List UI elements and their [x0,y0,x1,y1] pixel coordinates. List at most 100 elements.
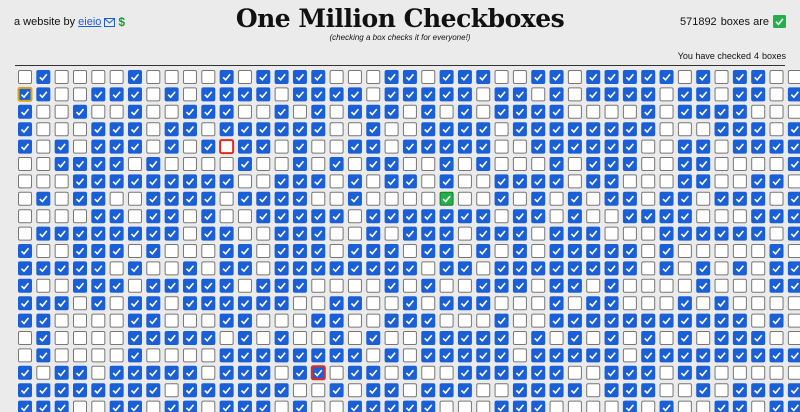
checkbox[interactable] [366,278,381,293]
checkbox[interactable] [292,313,307,328]
checkbox[interactable] [732,70,747,84]
checkbox[interactable] [256,122,271,137]
checkbox[interactable] [604,104,619,119]
checkbox[interactable] [714,296,729,311]
checkbox[interactable] [677,296,692,311]
checkbox[interactable] [421,70,436,84]
checkbox[interactable] [494,296,509,311]
checkbox[interactable] [164,331,179,345]
checkbox[interactable] [512,104,527,119]
checkbox[interactable] [219,209,234,224]
checkbox[interactable] [201,365,216,380]
checkbox[interactable] [182,296,197,311]
checkbox[interactable] [237,365,252,380]
checkbox[interactable] [311,70,326,84]
checkbox[interactable] [696,261,711,276]
checkbox[interactable] [696,104,711,119]
checkbox[interactable] [604,313,619,328]
checkbox[interactable] [164,139,179,154]
checkbox[interactable] [659,87,674,102]
checkbox[interactable] [421,365,436,380]
checkbox[interactable] [494,104,509,119]
checkbox[interactable] [567,226,582,241]
checkbox[interactable] [18,70,32,84]
checkbox[interactable] [421,122,436,137]
checkbox[interactable] [677,365,692,380]
checkbox[interactable] [292,278,307,293]
checkbox[interactable] [677,348,692,363]
checkbox[interactable] [36,261,51,276]
checkbox[interactable] [292,226,307,241]
checkbox[interactable] [476,296,491,311]
checkbox[interactable] [127,87,142,102]
checkbox[interactable] [512,383,527,398]
checkbox[interactable] [219,139,235,155]
checkbox[interactable] [439,244,454,258]
checkbox[interactable] [127,104,142,119]
checkbox[interactable] [127,174,142,189]
checkbox[interactable] [201,104,216,119]
checkbox[interactable] [531,244,546,258]
checkbox[interactable] [549,70,564,84]
checkbox[interactable] [366,331,381,345]
checkbox[interactable] [567,383,582,398]
checkbox[interactable] [329,383,344,398]
checkbox[interactable] [421,296,436,311]
checkbox[interactable] [182,331,197,345]
checkbox[interactable] [677,122,692,137]
checkbox[interactable] [677,400,692,412]
checkbox[interactable] [696,365,711,380]
checkbox[interactable] [787,365,800,380]
checkbox[interactable] [512,400,527,412]
checkbox[interactable] [384,226,399,241]
checkbox[interactable] [769,122,784,137]
checkbox[interactable] [182,400,197,412]
checkbox[interactable] [732,191,747,206]
checkbox[interactable] [531,331,546,345]
checkbox[interactable] [421,313,436,328]
checkbox[interactable] [751,331,766,345]
checkbox[interactable] [732,209,747,224]
checkbox[interactable] [164,261,179,276]
checkbox[interactable] [219,313,234,328]
checkbox[interactable] [659,70,674,84]
checkbox[interactable] [494,383,509,398]
checkbox[interactable] [787,400,800,412]
checkbox[interactable] [659,365,674,380]
checkbox[interactable] [237,331,252,345]
checkbox[interactable] [91,174,106,189]
checkbox[interactable] [677,209,692,224]
checkbox[interactable] [347,331,362,345]
checkbox[interactable] [201,226,216,241]
checkbox[interactable] [36,87,51,102]
checkbox[interactable] [292,261,307,276]
checkbox[interactable] [292,191,307,206]
checkbox[interactable] [457,400,472,412]
checkbox[interactable] [292,296,307,311]
checkbox[interactable] [182,139,197,154]
checkbox[interactable] [164,296,179,311]
checkbox[interactable] [36,313,51,328]
checkbox[interactable] [751,296,766,311]
checkbox[interactable] [91,139,106,154]
checkbox[interactable] [146,174,161,189]
checkbox[interactable] [54,122,69,137]
checkbox[interactable] [476,191,491,206]
checkbox[interactable] [402,261,417,276]
checkbox[interactable] [127,139,142,154]
checkbox[interactable] [219,174,234,189]
checkbox[interactable] [421,278,436,293]
checkbox[interactable] [384,70,399,84]
checkbox[interactable] [274,278,289,293]
checkbox[interactable] [457,365,472,380]
checkbox[interactable] [476,209,491,224]
checkbox[interactable] [659,226,674,241]
checkbox[interactable] [292,174,307,189]
checkbox[interactable] [604,348,619,363]
checkbox[interactable] [347,226,362,241]
checkbox[interactable] [18,104,32,119]
checkbox[interactable] [274,157,289,171]
checkbox[interactable] [274,313,289,328]
checkbox[interactable] [72,296,87,311]
mail-icon[interactable] [104,17,116,27]
